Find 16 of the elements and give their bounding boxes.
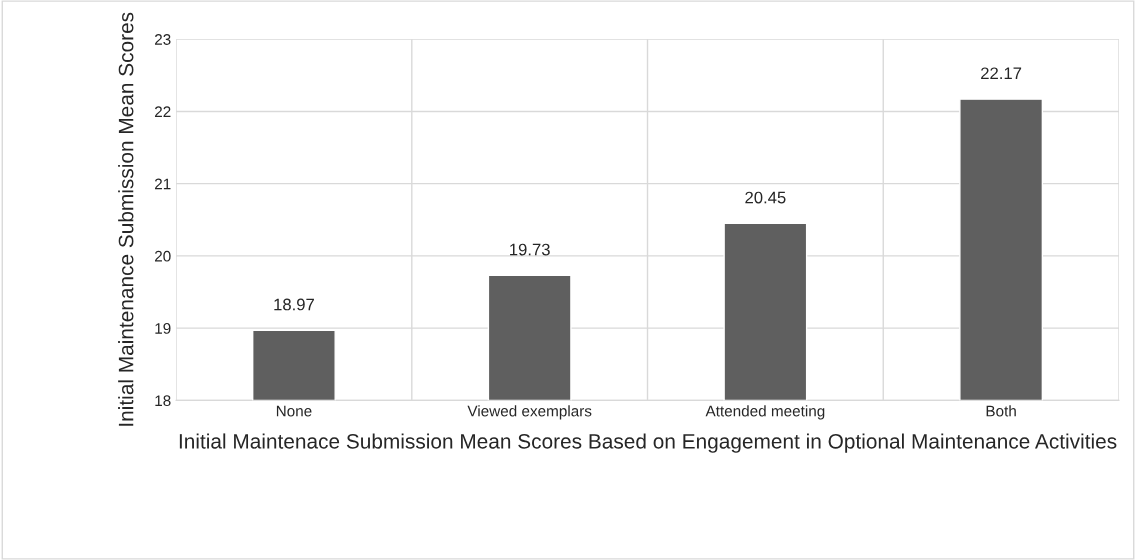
data-label: 22.17	[981, 67, 1022, 80]
data-label: 20.45	[745, 191, 786, 204]
y-tick-label: 18	[155, 395, 171, 407]
data-label: 19.73	[510, 243, 550, 256]
y-tick-label: 21	[155, 178, 171, 190]
y-tick-label: 19	[155, 323, 171, 334]
x-axis-title: Initial Maintenace Submission Mean Scores Based on Engagement in Optional Maintenance Activities	[179, 433, 1117, 453]
x-tick-label: Both	[986, 405, 1016, 417]
x-tick-label: None	[276, 405, 312, 417]
y-tick-label: 22	[155, 106, 171, 117]
data-label: 18.97	[274, 298, 314, 311]
x-tick-label: Viewed exemplars	[467, 405, 592, 420]
y-tick-label: 20	[155, 250, 171, 262]
y-axis-title: Initial Maintenance Submission Mean Scores	[118, 12, 134, 426]
y-tick-label: 23	[155, 34, 171, 45]
x-tick-label: Attended meeting	[705, 405, 825, 420]
